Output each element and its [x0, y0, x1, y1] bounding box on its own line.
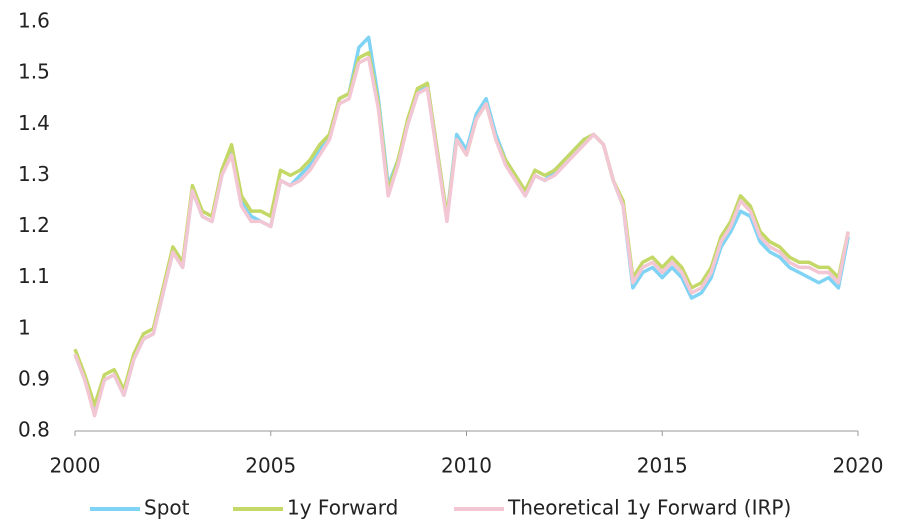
x-tick-label: 2015 — [637, 454, 688, 478]
y-tick-label: 0.8 — [18, 418, 50, 442]
series-line — [73, 56, 850, 418]
x-tick-label: 2005 — [245, 454, 296, 478]
y-tick-label: 1.1 — [18, 264, 50, 288]
y-tick-label: 0.9 — [18, 366, 50, 390]
x-tick-label: 2000 — [50, 454, 101, 478]
y-tick-label: 1.4 — [18, 111, 50, 135]
y-tick-label: 1.3 — [18, 162, 50, 186]
legend-label: Theoretical 1y Forward (IRP) — [507, 496, 791, 520]
y-tick-label: 1.6 — [18, 9, 50, 33]
legend-label: Spot — [144, 496, 190, 520]
y-tick-label: 1.5 — [18, 60, 50, 84]
y-tick-label: 1 — [18, 315, 31, 339]
x-tick-label: 2020 — [833, 454, 884, 478]
legend-label: 1y Forward — [287, 496, 398, 520]
x-tick-label: 2010 — [441, 454, 492, 478]
y-tick-label: 1.2 — [18, 213, 50, 237]
